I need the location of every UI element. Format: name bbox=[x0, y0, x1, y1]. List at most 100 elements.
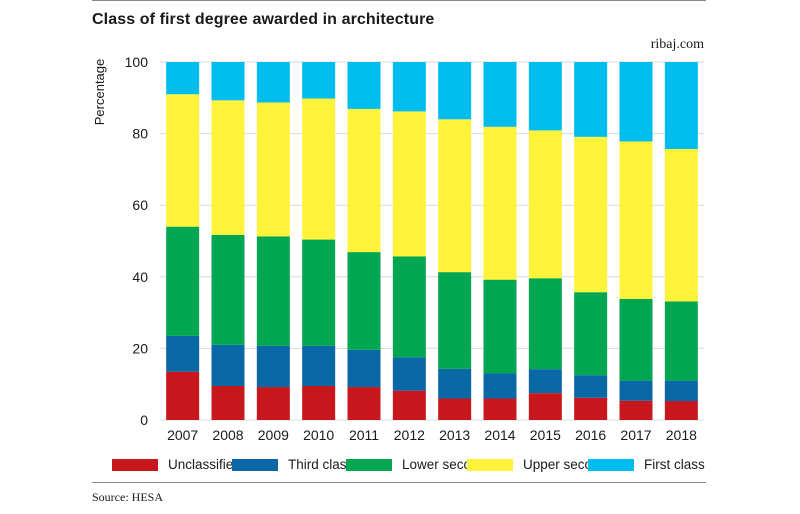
bar-segment-unclassified bbox=[574, 397, 608, 420]
bar-segment-unclassified bbox=[664, 401, 698, 420]
bar-segment-upper-second bbox=[664, 148, 698, 302]
bar-segment-lower-second bbox=[619, 298, 653, 381]
bar-segment-first-class bbox=[574, 62, 608, 137]
bar-segment-lower-second bbox=[347, 252, 381, 350]
source-note: Source: HESA bbox=[92, 490, 163, 504]
bar-segment-unclassified bbox=[528, 393, 562, 420]
legend-swatch bbox=[346, 458, 392, 471]
bar-segment-upper-second bbox=[619, 141, 653, 299]
bar-segment-third-class bbox=[664, 380, 698, 402]
bar-segment-unclassified bbox=[256, 387, 290, 420]
bar-segment-first-class bbox=[438, 62, 472, 120]
legend-swatch bbox=[232, 458, 278, 471]
bar-segment-third-class bbox=[619, 380, 653, 401]
bar-segment-lower-second bbox=[166, 226, 200, 336]
legend-item-unclassified: Unclassified bbox=[112, 457, 241, 472]
bar-segment-unclassified bbox=[392, 390, 426, 420]
bar-segment-first-class bbox=[166, 62, 200, 95]
bar-segment-upper-second bbox=[574, 136, 608, 293]
x-tick-label: 2009 bbox=[258, 427, 289, 443]
legend-item-third-class: Third class bbox=[232, 457, 353, 472]
bar-segment-first-class bbox=[302, 62, 336, 99]
y-axis-label: Percentage bbox=[92, 59, 107, 126]
top-rule bbox=[92, 0, 706, 1]
legend-label: Lower second bbox=[402, 457, 487, 472]
bar-segment-first-class bbox=[256, 62, 290, 103]
bar-segment-first-class bbox=[211, 62, 245, 101]
x-tick-label: 2012 bbox=[394, 427, 425, 443]
bar-segment-upper-second bbox=[483, 126, 517, 280]
bar-segment-lower-second bbox=[574, 292, 608, 376]
y-tick-label: 40 bbox=[132, 269, 148, 285]
bar-segment-lower-second bbox=[302, 239, 336, 346]
bar-segment-unclassified bbox=[438, 398, 472, 420]
legend-label: Unclassified bbox=[168, 457, 241, 472]
bar-segment-lower-second bbox=[438, 272, 472, 369]
bar-segment-upper-second bbox=[211, 100, 245, 235]
bar-segment-third-class bbox=[302, 345, 336, 386]
bar-segment-unclassified bbox=[347, 387, 381, 420]
legend-item-lower-second: Lower second bbox=[346, 457, 486, 472]
legend-label: Upper second bbox=[523, 457, 608, 472]
x-tick-label: 2017 bbox=[620, 427, 651, 443]
bar-segment-upper-second bbox=[166, 94, 200, 227]
legend-swatch bbox=[467, 458, 513, 471]
legend: Unclassified Third class Lower second Up… bbox=[112, 457, 712, 477]
bar-segment-first-class bbox=[483, 62, 517, 127]
bar-segment-upper-second bbox=[256, 102, 290, 237]
bar-segment-unclassified bbox=[302, 385, 336, 420]
x-tick-label: 2008 bbox=[212, 427, 243, 443]
bar-segment-upper-second bbox=[347, 108, 381, 253]
x-tick-label: 2013 bbox=[439, 427, 470, 443]
bar-segment-lower-second bbox=[483, 279, 517, 374]
bar-segment-unclassified bbox=[166, 371, 200, 420]
bar-segment-third-class bbox=[392, 357, 426, 391]
legend-label: Third class bbox=[288, 457, 354, 472]
bar-segment-third-class bbox=[574, 375, 608, 398]
bar-segment-third-class bbox=[483, 373, 517, 399]
bar-segment-upper-second bbox=[528, 130, 562, 279]
bar-segment-upper-second bbox=[438, 119, 472, 273]
legend-item-first-class: First class bbox=[588, 457, 705, 472]
y-tick-label: 60 bbox=[132, 197, 148, 213]
bar-segment-third-class bbox=[166, 335, 200, 372]
bar-segment-upper-second bbox=[302, 98, 336, 240]
bar-segment-first-class bbox=[619, 62, 653, 142]
bar-segment-lower-second bbox=[211, 234, 245, 345]
y-tick-label: 20 bbox=[132, 340, 148, 356]
legend-label: First class bbox=[644, 457, 705, 472]
bottom-rule bbox=[92, 482, 706, 483]
bar-segment-third-class bbox=[211, 344, 245, 386]
bar-segment-first-class bbox=[528, 62, 562, 131]
bar-segment-third-class bbox=[347, 349, 381, 388]
y-tick-label: 80 bbox=[132, 126, 148, 142]
chart-title: Class of first degree awarded in archite… bbox=[92, 11, 435, 28]
x-tick-label: 2016 bbox=[575, 427, 606, 443]
legend-swatch bbox=[588, 458, 634, 471]
bar-segment-lower-second bbox=[528, 278, 562, 370]
bar-segment-lower-second bbox=[664, 301, 698, 381]
x-tick-label: 2011 bbox=[349, 427, 379, 443]
x-tick-label: 2010 bbox=[303, 427, 334, 443]
bar-segment-first-class bbox=[347, 62, 381, 109]
bar-segment-first-class bbox=[664, 62, 698, 149]
bar-segment-third-class bbox=[528, 369, 562, 394]
bar-segment-upper-second bbox=[392, 111, 426, 257]
bar-segment-unclassified bbox=[619, 400, 653, 420]
brand-label: ribaj.com bbox=[650, 37, 704, 52]
bar-segment-third-class bbox=[438, 368, 472, 399]
x-tick-label: 2015 bbox=[530, 427, 561, 443]
y-tick-label: 100 bbox=[125, 54, 149, 70]
legend-swatch bbox=[112, 458, 158, 471]
bar-segment-unclassified bbox=[483, 398, 517, 420]
x-tick-label: 2018 bbox=[666, 427, 697, 443]
bar-segment-lower-second bbox=[392, 256, 426, 358]
x-tick-label: 2007 bbox=[167, 427, 198, 443]
bar-segment-lower-second bbox=[256, 236, 290, 346]
legend-item-upper-second: Upper second bbox=[467, 457, 607, 472]
bar-segment-third-class bbox=[256, 345, 290, 388]
bar-segment-unclassified bbox=[211, 385, 245, 420]
y-tick-label: 0 bbox=[140, 412, 148, 428]
bar-segment-first-class bbox=[392, 62, 426, 112]
